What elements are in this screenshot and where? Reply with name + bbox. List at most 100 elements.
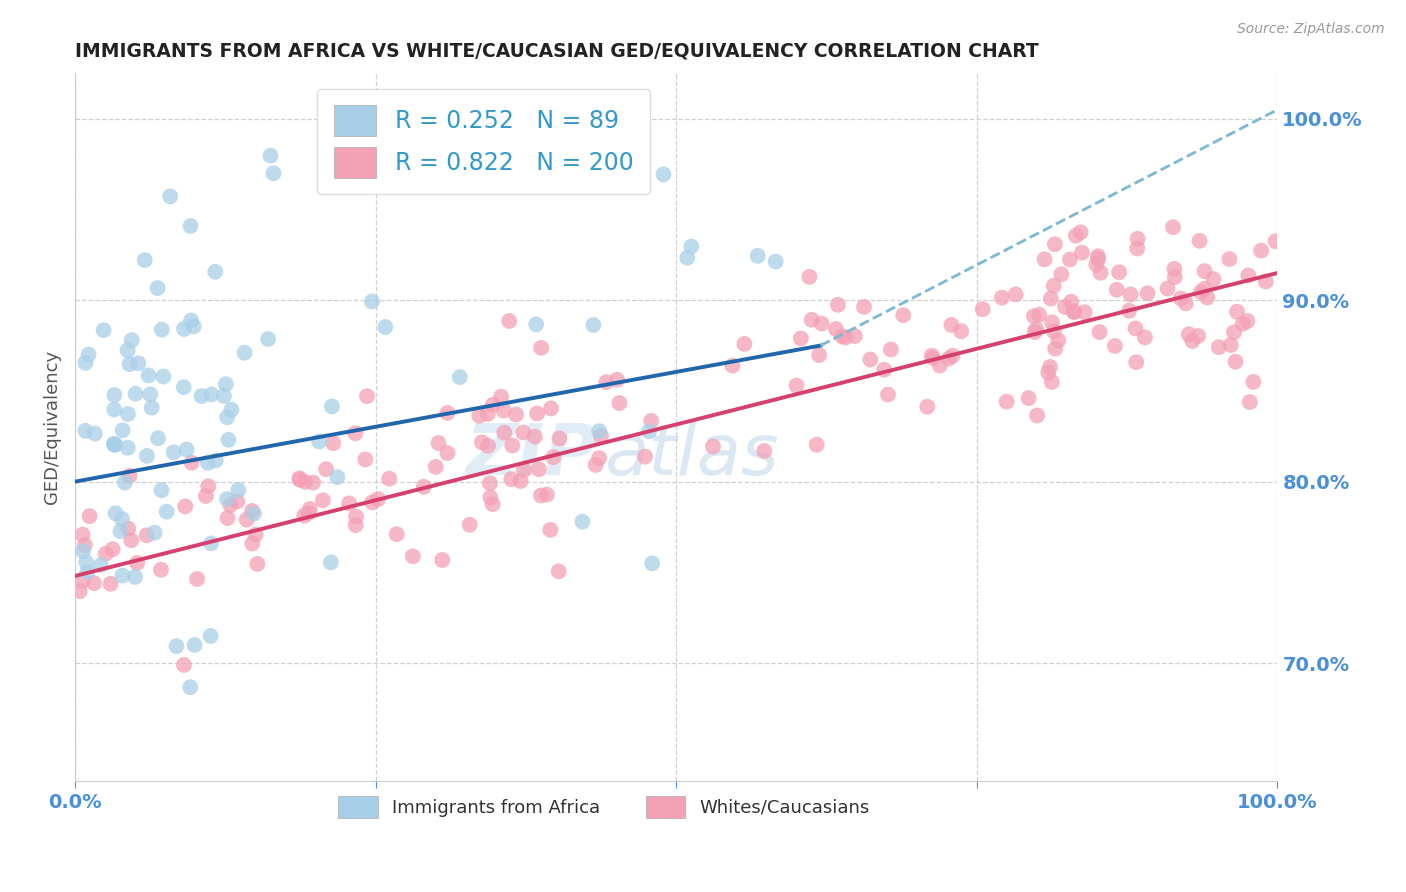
Point [75,555,97,569]
Point [117,407,139,421]
Point [1239,395,1261,409]
Point [315,462,337,476]
Point [634,450,657,464]
Point [183,638,205,652]
Point [1018,391,1040,405]
Point [337,496,360,510]
Point [747,249,769,263]
Point [197,479,219,493]
Point [111,512,134,526]
Point [606,373,628,387]
Point [481,497,503,511]
Point [257,332,280,346]
Point [117,522,139,536]
Point [173,657,195,672]
Point [146,431,169,445]
Point [1026,409,1049,423]
Point [1024,325,1046,339]
Point [790,331,813,345]
Point [100,576,122,591]
Point [582,318,605,332]
Point [326,470,349,484]
Point [1156,281,1178,295]
Point [361,495,384,509]
Point [1241,375,1264,389]
Point [134,253,156,268]
Point [77,347,100,361]
Point [808,348,831,362]
Point [482,398,505,412]
Point [118,469,141,483]
Point [325,138,347,153]
Point [152,369,174,384]
Point [1038,366,1060,380]
Point [226,483,249,497]
Point [1022,309,1045,323]
Point [292,508,315,523]
Point [853,300,876,314]
Point [1202,272,1225,286]
Point [1170,292,1192,306]
Point [538,523,561,537]
Point [200,536,222,550]
Point [1071,245,1094,260]
Point [75,356,97,370]
Point [104,438,127,452]
Point [90,558,112,572]
Point [149,563,172,577]
Point [150,483,173,498]
Point [163,445,186,459]
Point [972,302,994,317]
Point [1025,322,1047,336]
Point [79,509,101,524]
Point [505,408,527,422]
Text: IMMIGRANTS FROM AFRICA VS WHITE/CAUCASIAN GED/EQUIVALENCY CORRELATION CHART: IMMIGRANTS FROM AFRICA VS WHITE/CAUCASIA… [75,42,1039,61]
Point [1085,258,1108,272]
Point [200,387,222,401]
Point [501,438,523,452]
Point [146,281,169,295]
Point [1053,300,1076,314]
Point [245,527,267,541]
Point [436,406,458,420]
Point [681,239,703,253]
Point [1232,317,1254,331]
Point [835,330,858,344]
Point [938,351,960,366]
Point [219,498,242,512]
Point [844,329,866,343]
Point [120,533,142,548]
Point [1223,325,1246,339]
Point [190,389,212,403]
Point [1218,252,1240,266]
Point [127,556,149,570]
Point [93,323,115,337]
Point [524,318,547,332]
Point [121,333,143,347]
Point [543,450,565,465]
Point [702,440,724,454]
Point [1073,305,1095,319]
Point [1188,234,1211,248]
Point [800,313,823,327]
Point [523,429,546,443]
Point [1108,265,1130,279]
Point [173,322,195,336]
Point [143,525,166,540]
Point [72,527,94,541]
Point [321,400,343,414]
Point [200,629,222,643]
Point [217,433,239,447]
Point [427,436,450,450]
Point [941,318,963,332]
Point [1208,340,1230,354]
Point [94,547,117,561]
Point [1004,287,1026,301]
Point [298,502,321,516]
Point [492,403,515,417]
Point [1133,330,1156,344]
Point [1136,286,1159,301]
Point [638,424,661,438]
Point [1028,308,1050,322]
Point [458,517,481,532]
